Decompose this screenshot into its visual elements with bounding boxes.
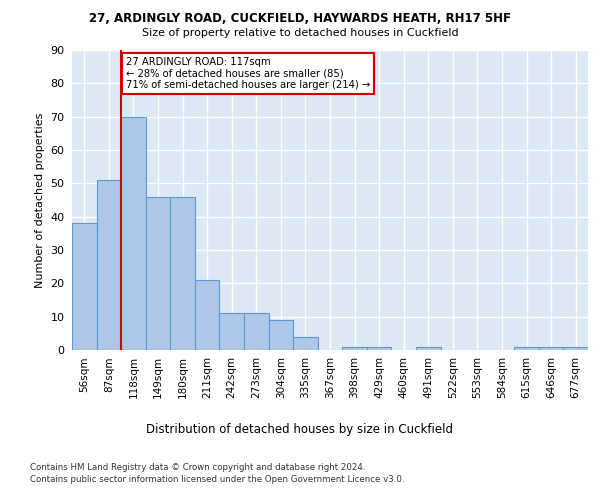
Text: Contains public sector information licensed under the Open Government Licence v3: Contains public sector information licen… — [30, 475, 404, 484]
Bar — [195, 280, 220, 350]
Text: Contains HM Land Registry data © Crown copyright and database right 2024.: Contains HM Land Registry data © Crown c… — [30, 462, 365, 471]
Bar — [146, 196, 170, 350]
Bar — [269, 320, 293, 350]
Bar — [97, 180, 121, 350]
Y-axis label: Number of detached properties: Number of detached properties — [35, 112, 44, 288]
Text: Distribution of detached houses by size in Cuckfield: Distribution of detached houses by size … — [146, 422, 454, 436]
Bar — [342, 346, 367, 350]
Bar — [416, 346, 440, 350]
Bar — [121, 116, 146, 350]
Bar — [293, 336, 318, 350]
Bar — [72, 224, 97, 350]
Text: 27 ARDINGLY ROAD: 117sqm
← 28% of detached houses are smaller (85)
71% of semi-d: 27 ARDINGLY ROAD: 117sqm ← 28% of detach… — [126, 56, 370, 90]
Bar — [244, 314, 269, 350]
Bar — [514, 346, 539, 350]
Bar — [220, 314, 244, 350]
Bar — [563, 346, 588, 350]
Text: 27, ARDINGLY ROAD, CUCKFIELD, HAYWARDS HEATH, RH17 5HF: 27, ARDINGLY ROAD, CUCKFIELD, HAYWARDS H… — [89, 12, 511, 26]
Bar — [170, 196, 195, 350]
Bar — [367, 346, 391, 350]
Bar — [539, 346, 563, 350]
Text: Size of property relative to detached houses in Cuckfield: Size of property relative to detached ho… — [142, 28, 458, 38]
